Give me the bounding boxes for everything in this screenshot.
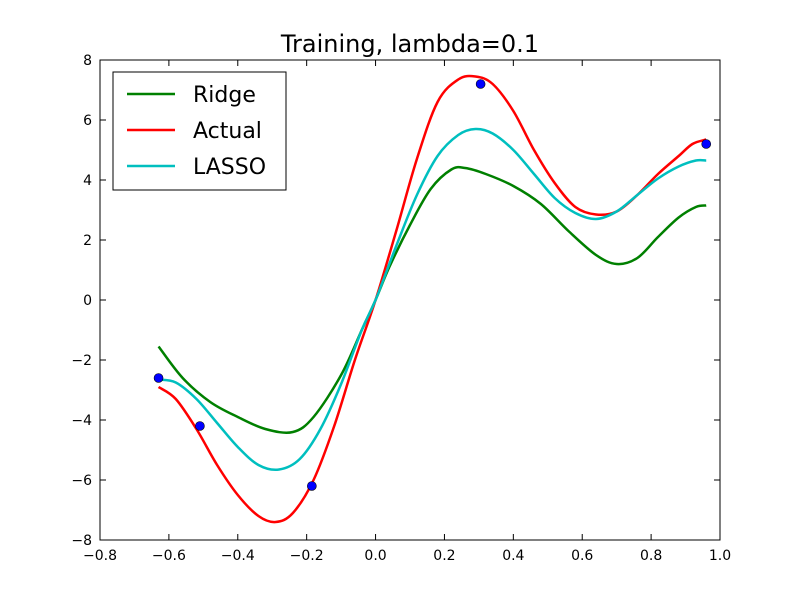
y-tick-label: 6 [83, 113, 92, 129]
y-tick-label: 4 [83, 173, 92, 189]
ticks: −0.8 −0.6 −0.4 −0.2 0.0 0.2 0.4 0.6 0.8 1.0 −8 −6 −4… [71, 53, 731, 564]
x-tick-label: −0.8 [83, 548, 117, 564]
x-tick-label: −0.2 [290, 548, 324, 564]
data-point-4 [475, 79, 486, 89]
series-line-ridge [157, 165, 707, 434]
series-lines [157, 74, 707, 524]
y-tick-label: −8 [71, 533, 92, 549]
legend-label-lasso: LASSO [193, 155, 266, 180]
data-point-5 [701, 139, 712, 149]
chart-title: Training, lambda=0.1 [280, 30, 539, 58]
data-point-2 [195, 421, 205, 431]
x-tick-label: 0.6 [571, 548, 593, 564]
data-points [153, 79, 712, 491]
y-tick-label: 2 [83, 233, 92, 249]
y-tick-label: −2 [71, 353, 92, 369]
x-tick-label: 1.0 [709, 548, 731, 564]
x-tick-label: 0.0 [364, 548, 386, 564]
x-tick-label: −0.6 [152, 548, 186, 564]
legend-label-ridge: Ridge [193, 83, 256, 108]
x-tick-label: 0.4 [502, 548, 524, 564]
x-tick-label: −0.4 [221, 548, 255, 564]
x-tick-label: 0.2 [433, 548, 455, 564]
data-point-3 [307, 481, 317, 491]
y-tick-label: 8 [83, 53, 92, 69]
x-tick-label: 0.8 [640, 548, 662, 564]
y-tick-label: −4 [71, 413, 92, 429]
y-tick-label: −6 [71, 473, 92, 489]
legend: Ridge Actual LASSO [112, 71, 287, 191]
series-line-lasso [158, 127, 707, 471]
legend-label-actual: Actual [193, 119, 262, 144]
y-tick-label: 0 [83, 293, 92, 309]
data-point-1 [153, 373, 164, 383]
